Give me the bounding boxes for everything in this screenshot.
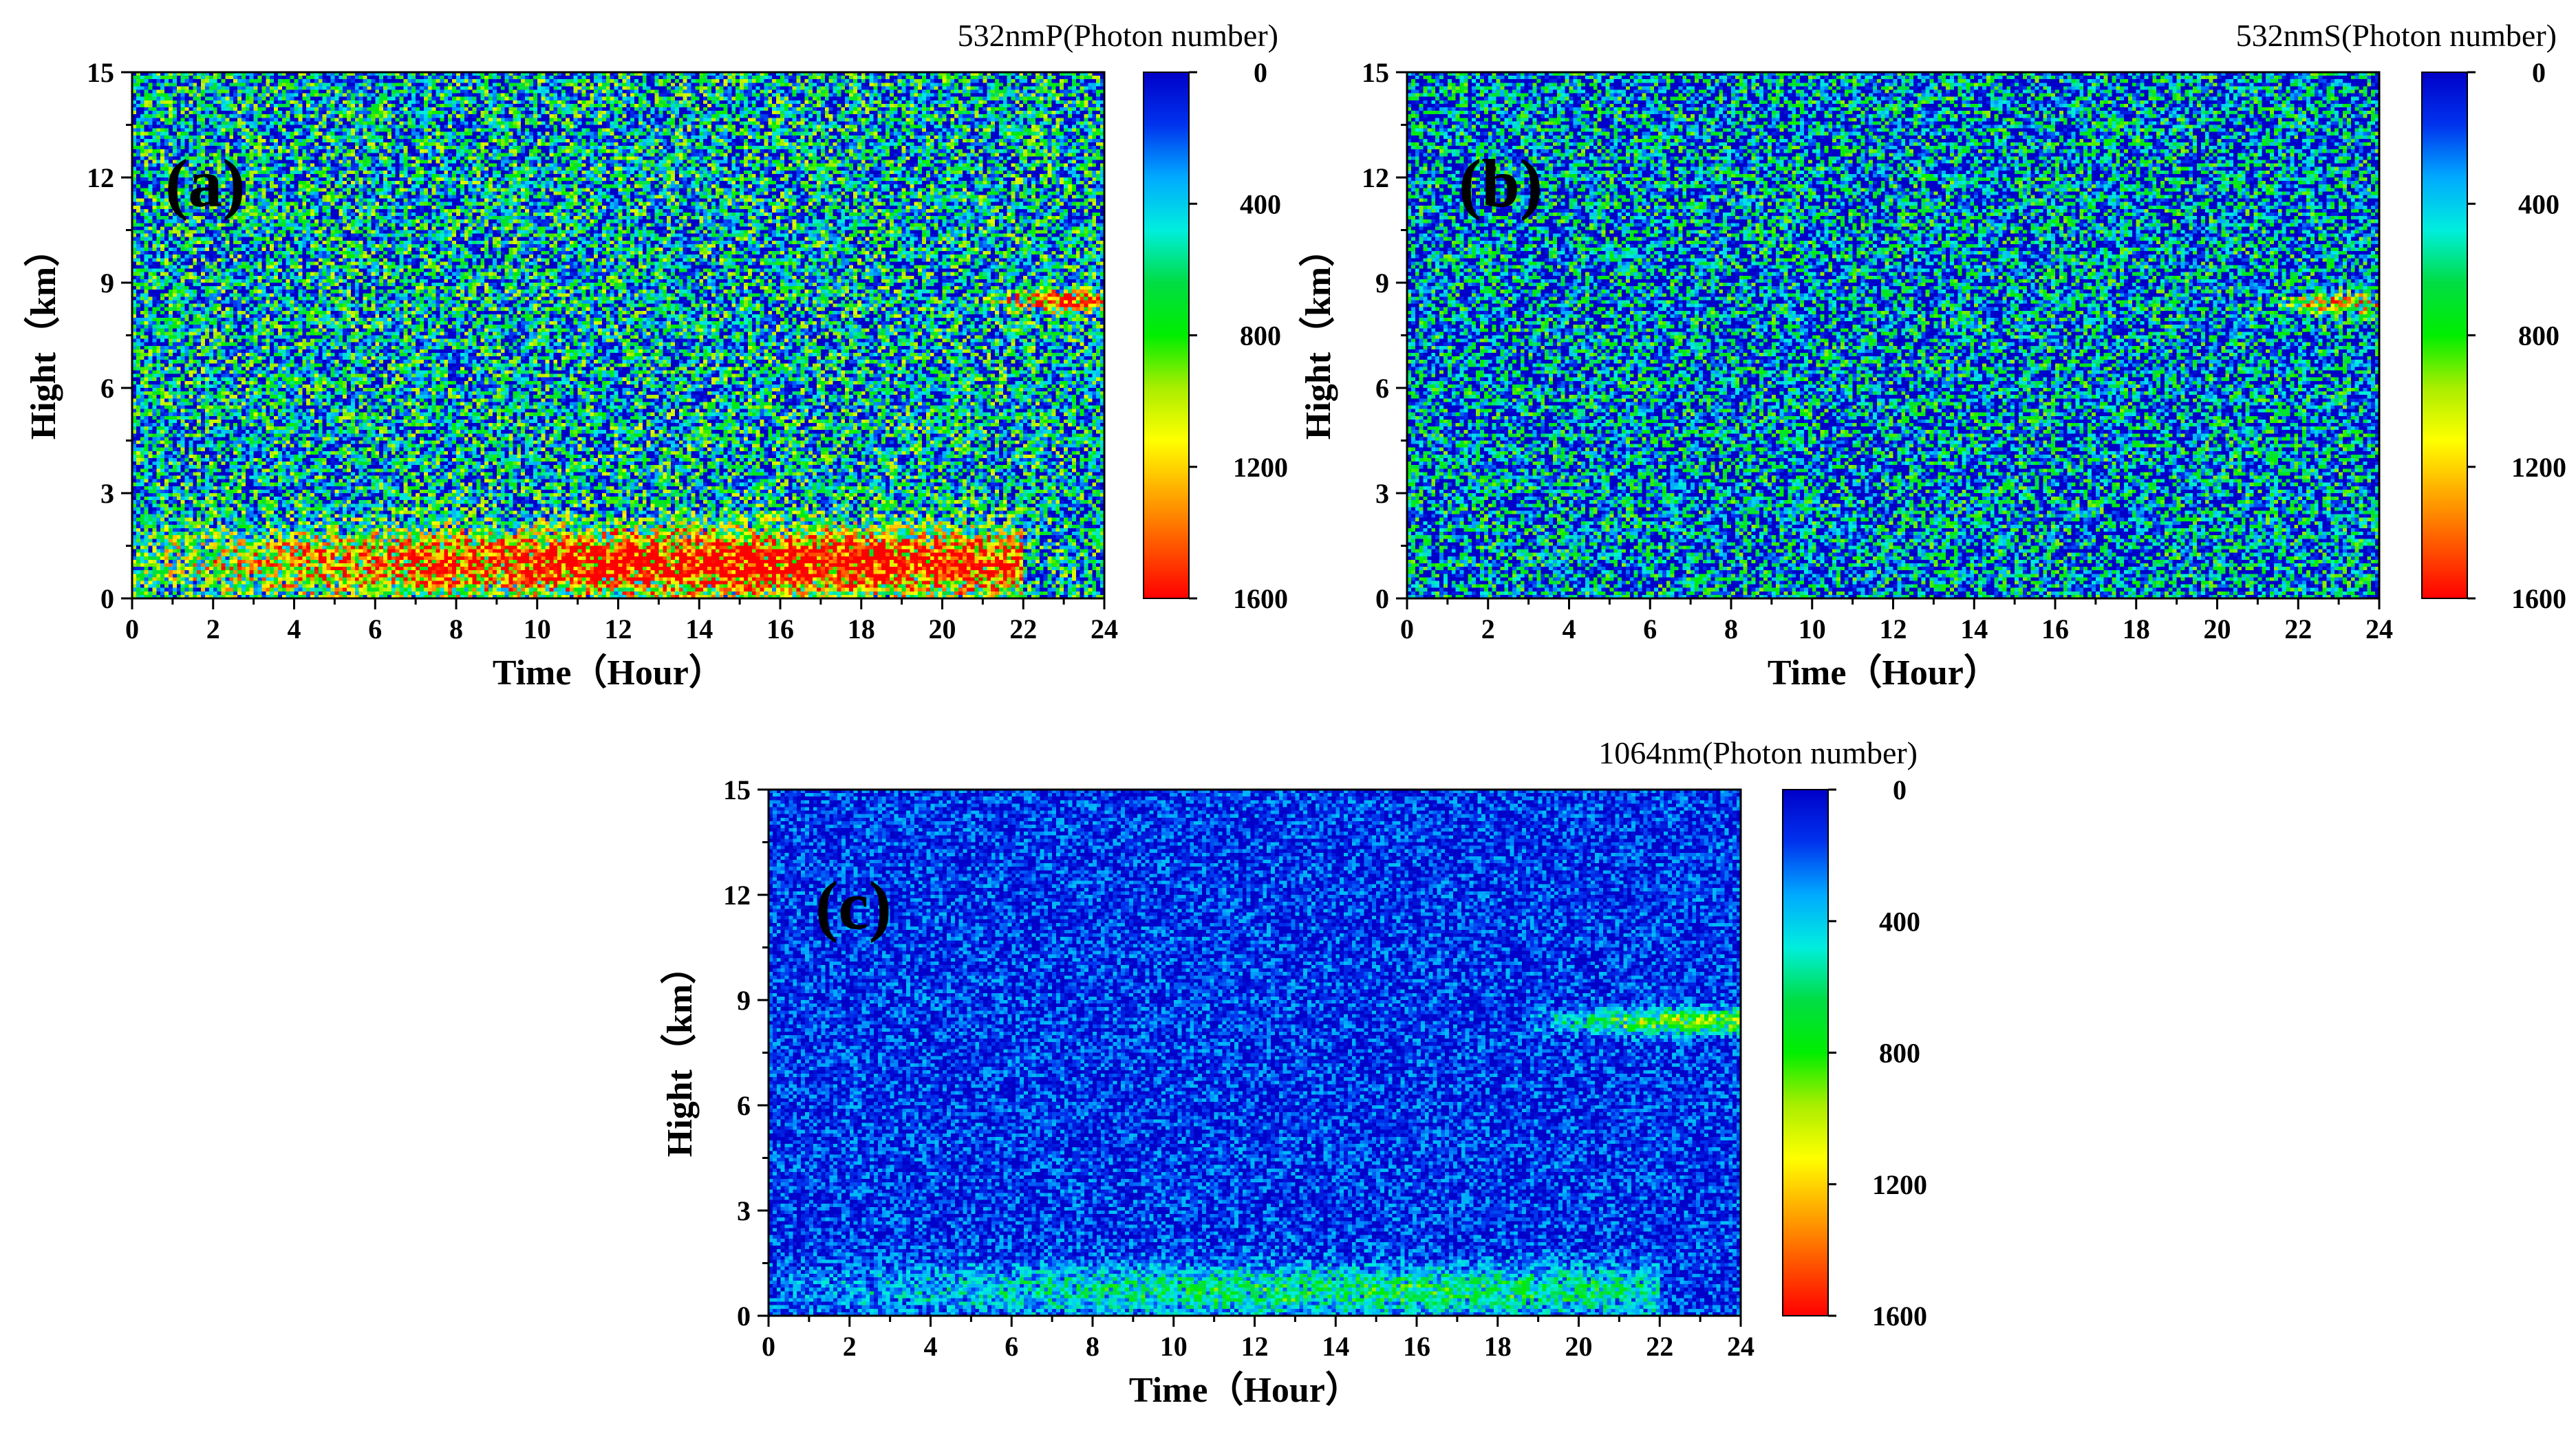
x-tick-label: 20	[2204, 614, 2231, 644]
panel-label: (c)	[815, 867, 892, 944]
colorbar	[2421, 72, 2468, 599]
colorbar-title: 532nmP(Photon number)	[958, 18, 1278, 53]
x-tick-label: 18	[1484, 1331, 1512, 1362]
panel-label: (a)	[165, 145, 246, 221]
colorbar	[1143, 72, 1190, 599]
x-tick-label: 20	[1565, 1331, 1593, 1362]
colorbar	[1782, 789, 1829, 1316]
x-tick-label: 8	[449, 614, 463, 644]
colorbar-tick-label: 0	[1254, 57, 1267, 88]
x-tick-label: 4	[924, 1331, 938, 1362]
y-tick-label: 12	[87, 162, 114, 193]
y-axis-title: Hight（km）	[23, 231, 63, 440]
colorbar-tick-label: 1600	[1872, 1301, 1927, 1332]
x-tick-label: 10	[1160, 1331, 1188, 1362]
y-tick-label: 0	[100, 583, 114, 614]
x-tick-label: 4	[288, 614, 301, 644]
x-tick-label: 16	[2041, 614, 2069, 644]
colorbar-tick-label: 1600	[1233, 583, 1288, 614]
y-tick-label: 12	[723, 880, 751, 911]
x-tick-label: 10	[1799, 614, 1826, 644]
x-tick-label: 14	[1960, 614, 1988, 644]
y-tick-label: 6	[737, 1090, 751, 1121]
x-tick-label: 20	[929, 614, 956, 644]
x-tick-label: 2	[1481, 614, 1495, 644]
y-axis-title: Hight（km）	[1298, 231, 1338, 440]
colorbar-tick-label: 800	[1879, 1038, 1920, 1069]
colorbar-tick-label: 1200	[2511, 452, 2566, 483]
x-tick-label: 12	[1241, 1331, 1269, 1362]
x-tick-label: 12	[605, 614, 632, 644]
colorbar-tick-label: 800	[1240, 321, 1281, 351]
x-tick-label: 4	[1563, 614, 1576, 644]
y-tick-label: 6	[1375, 373, 1389, 404]
y-tick-label: 9	[1375, 268, 1389, 299]
x-tick-label: 24	[1091, 614, 1118, 644]
y-tick-label: 12	[1362, 162, 1389, 193]
x-tick-label: 18	[848, 614, 875, 644]
y-tick-label: 0	[1375, 583, 1389, 614]
y-tick-label: 3	[100, 478, 114, 509]
y-tick-label: 15	[87, 57, 114, 88]
x-tick-label: 16	[766, 614, 794, 644]
colorbar-title: 532nmS(Photon number)	[2236, 18, 2557, 53]
colorbar-tick-label: 1200	[1233, 452, 1288, 483]
colorbar-tick-label: 400	[2518, 188, 2559, 219]
x-tick-label: 16	[1403, 1331, 1430, 1362]
x-tick-label: 14	[1322, 1331, 1349, 1362]
heatmap-b	[1407, 72, 2379, 598]
x-tick-label: 14	[685, 614, 713, 644]
x-tick-label: 22	[1009, 614, 1037, 644]
colorbar-tick-label: 0	[2532, 57, 2546, 88]
y-tick-label: 9	[100, 268, 114, 299]
heatmap-a	[132, 72, 1104, 598]
x-tick-label: 0	[1400, 614, 1414, 644]
y-tick-label: 15	[723, 774, 751, 805]
x-tick-label: 0	[125, 614, 139, 644]
y-tick-label: 9	[737, 985, 751, 1016]
y-tick-label: 15	[1362, 57, 1389, 88]
colorbar-title: 1064nm(Photon number)	[1598, 735, 1918, 770]
x-axis-title: Time（Hour）	[1768, 653, 1999, 693]
x-tick-label: 18	[2123, 614, 2150, 644]
y-tick-label: 6	[100, 373, 114, 404]
x-tick-label: 10	[524, 614, 551, 644]
colorbar-tick-label: 800	[2518, 321, 2559, 351]
x-tick-label: 2	[843, 1331, 857, 1362]
y-tick-label: 3	[737, 1195, 751, 1226]
x-tick-label: 12	[1880, 614, 1907, 644]
colorbar-tick-label: 1600	[2511, 583, 2566, 614]
x-axis-title: Time（Hour）	[493, 653, 724, 693]
colorbar-tick-label: 400	[1240, 188, 1281, 219]
y-axis-title: Hight（km）	[660, 948, 700, 1157]
x-axis-title: Time（Hour）	[1129, 1370, 1361, 1410]
x-tick-label: 6	[368, 614, 382, 644]
y-tick-label: 0	[737, 1301, 751, 1332]
x-tick-label: 8	[1086, 1331, 1099, 1362]
colorbar-tick-label: 0	[1893, 774, 1907, 805]
x-tick-label: 24	[2365, 614, 2393, 644]
x-tick-label: 22	[1646, 1331, 1673, 1362]
x-tick-label: 2	[206, 614, 220, 644]
colorbar-tick-label: 400	[1879, 906, 1920, 937]
colorbar-tick-label: 1200	[1872, 1169, 1927, 1200]
heatmap-c	[769, 790, 1741, 1316]
x-tick-label: 6	[1643, 614, 1657, 644]
x-tick-label: 24	[1727, 1331, 1754, 1362]
x-tick-label: 8	[1724, 614, 1738, 644]
x-tick-label: 6	[1005, 1331, 1018, 1362]
x-tick-label: 0	[762, 1331, 775, 1362]
x-tick-label: 22	[2284, 614, 2312, 644]
panel-label: (b)	[1459, 145, 1543, 221]
y-tick-label: 3	[1375, 478, 1389, 509]
